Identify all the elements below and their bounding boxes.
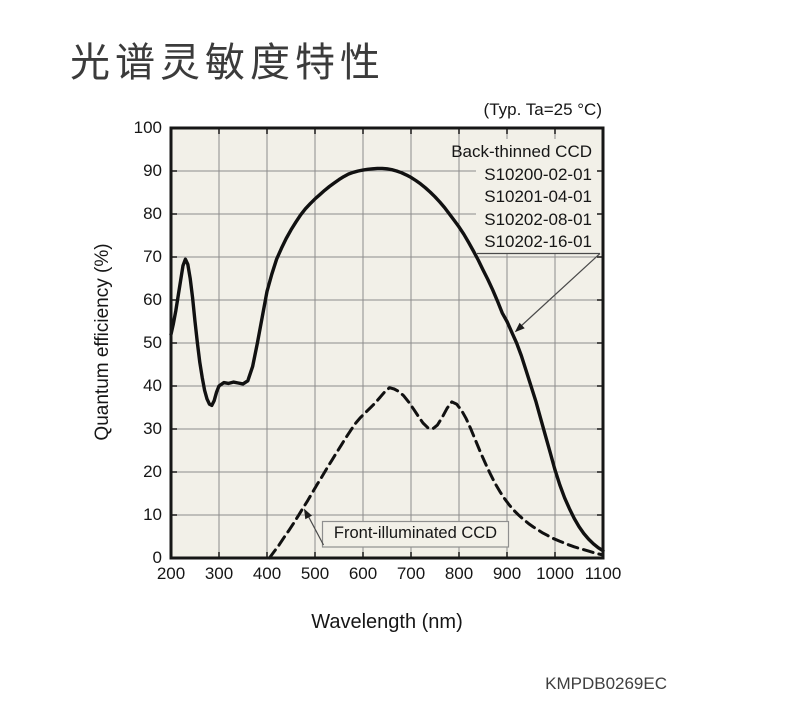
y-tick-label: 90 xyxy=(143,161,162,180)
x-tick-label: 700 xyxy=(396,564,426,583)
y-tick-label: 40 xyxy=(143,376,162,395)
callout-arrowhead xyxy=(304,508,312,520)
front-leader-line xyxy=(307,515,325,546)
callout-arrowhead xyxy=(514,322,525,333)
x-tick-label: 300 xyxy=(204,564,234,583)
y-tick-label: 70 xyxy=(143,247,162,266)
y-tick-label: 60 xyxy=(143,290,162,309)
y-tick-label: 10 xyxy=(143,505,162,524)
legend-leader-line xyxy=(520,253,601,327)
condition-note: (Typ. Ta=25 °C) xyxy=(483,100,602,119)
x-tick-label: 1100 xyxy=(584,564,622,583)
x-tick-label: 600 xyxy=(348,564,378,583)
x-tick-label: 200 xyxy=(156,564,186,583)
y-tick-label: 100 xyxy=(133,118,162,137)
plot-border xyxy=(169,126,605,560)
y-tick-label: 20 xyxy=(143,462,162,481)
y-axis-title: Quantum efficiency (%) xyxy=(92,243,113,441)
x-tick-label: 400 xyxy=(252,564,282,583)
x-tick-label: 800 xyxy=(444,564,474,583)
page-title: 光谱灵敏度特性 xyxy=(70,41,385,85)
legend-model: S10202-16-01 xyxy=(484,232,592,251)
y-tick-label: 50 xyxy=(143,333,162,352)
x-tick-label: 500 xyxy=(300,564,330,583)
document-number: KMPDB0269EC xyxy=(545,674,667,693)
front-illuminated-label: Front-illuminated CCD xyxy=(333,524,498,542)
curve-front-illuminated-ccd xyxy=(267,386,605,560)
curve-back-thinned-ccd xyxy=(169,166,605,553)
x-axis-title: Wavelength (nm) xyxy=(311,611,463,633)
front-illuminated-label-box xyxy=(321,520,510,548)
y-tick-label: 80 xyxy=(143,204,162,223)
x-tick-label: 900 xyxy=(492,564,522,583)
legend-background xyxy=(476,139,603,253)
y-tick-label: 0 xyxy=(152,548,162,567)
y-tick-label: 30 xyxy=(143,419,162,438)
legend-model: S10201-04-01 xyxy=(484,187,592,206)
legend-title: Back-thinned CCD xyxy=(451,142,592,161)
x-tick-label: 1000 xyxy=(536,564,574,583)
legend-model: S10200-02-01 xyxy=(484,164,592,184)
legend-model: S10202-08-01 xyxy=(484,209,592,229)
chart-legend: Back-thinned CCD S10200-02-01 S10201-04-… xyxy=(451,141,592,254)
